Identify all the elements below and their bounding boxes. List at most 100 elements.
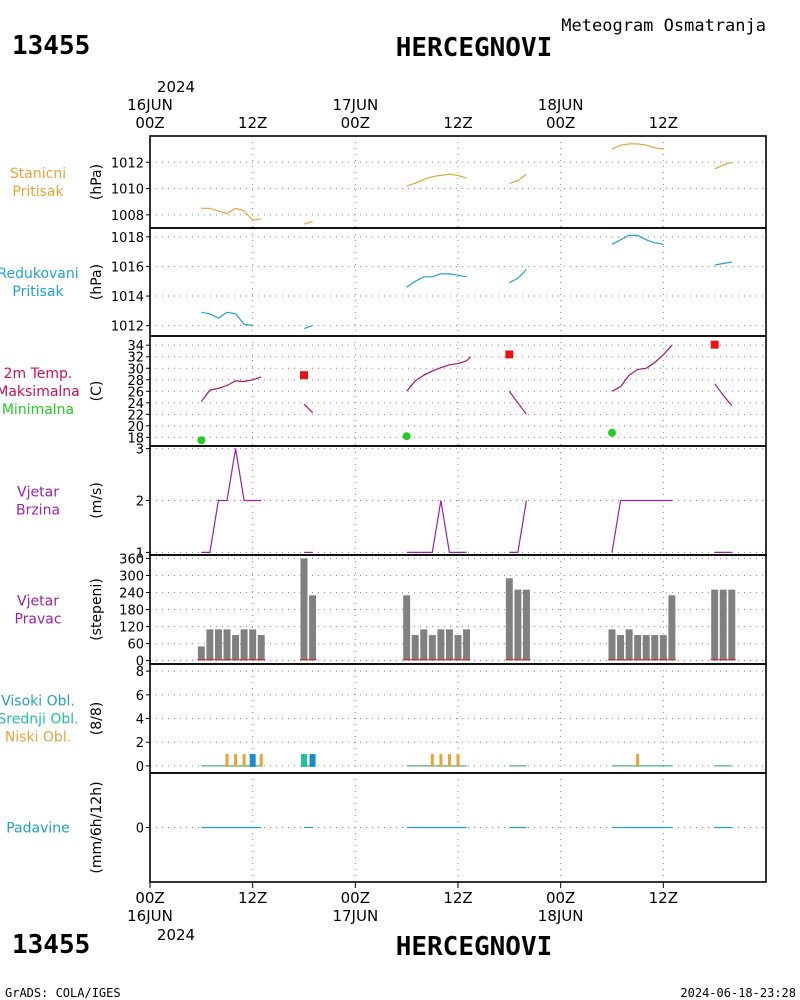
series-line	[508, 390, 527, 415]
wind-direction-bar	[454, 635, 462, 661]
station-id-top: 13455	[12, 31, 90, 61]
year-label-bottom: 2024	[157, 926, 195, 944]
y-tick-label: 1	[136, 546, 144, 561]
cloud-bar	[439, 754, 443, 767]
wind-direction-bar	[445, 629, 453, 661]
wind-direction-bar	[206, 629, 214, 661]
cloud-bar	[636, 754, 640, 767]
y-tick-label: 26	[127, 385, 144, 400]
series-line	[406, 356, 472, 392]
panel-label: Minimalna	[2, 402, 74, 418]
series-line	[611, 234, 664, 245]
wind-direction-bar	[642, 635, 650, 661]
y-tick-label: 2	[136, 736, 144, 751]
wind-direction-bar	[505, 578, 513, 661]
series-line	[509, 268, 527, 284]
year-label-top: 2024	[157, 78, 195, 96]
series-line	[201, 448, 262, 554]
y-tick-label: 3	[136, 443, 144, 458]
wind-direction-bar	[463, 629, 471, 661]
y-axis-label: (stepeni)	[89, 578, 105, 641]
wind-direction-bar	[711, 589, 719, 661]
y-tick-label: 34	[127, 339, 144, 354]
cloud-bar	[301, 754, 307, 767]
panel-label: Visoki Obl.	[1, 694, 75, 710]
y-tick-label: 24	[127, 397, 144, 412]
min-temp-marker	[197, 436, 206, 445]
panel-label: 2m Temp.	[4, 366, 73, 382]
y-tick-label: 6	[136, 689, 144, 704]
series-line	[611, 344, 673, 392]
time-date-label: 16JUN	[127, 907, 173, 925]
wind-direction-bar	[309, 595, 317, 661]
wind-direction-bar	[420, 629, 428, 661]
y-tick-label: 32	[127, 351, 144, 366]
wind-direction-bar	[240, 629, 248, 661]
wind-direction-bar	[522, 589, 530, 661]
cloud-bar	[234, 754, 238, 767]
series-line	[406, 173, 467, 187]
grads-credit: GrADS: COLA/IGES	[5, 986, 121, 1000]
cloud-bar	[430, 754, 434, 767]
panel-7: 0 (mm/6h/12h) Padavine	[6, 773, 766, 882]
series-line	[611, 499, 672, 553]
series-line	[611, 143, 664, 150]
wind-direction-bar	[514, 589, 522, 661]
wind-direction-bar	[728, 589, 736, 661]
y-tick-label: 1010	[111, 183, 144, 198]
series-line	[201, 311, 253, 327]
panel-label: Niski Obl.	[5, 730, 71, 746]
panel-label: Srednji Obl.	[0, 712, 79, 728]
cloud-bar	[309, 754, 316, 767]
max-temp-marker	[300, 371, 308, 380]
y-tick-label: 60	[127, 638, 144, 653]
panels: 100810101012(hPa)StanicniPritisak1012101…	[0, 135, 767, 883]
time-tick-label: 00Z	[341, 889, 370, 907]
y-tick-label: 180	[119, 604, 144, 619]
wind-direction-bar	[437, 629, 445, 661]
footer-timestamp: 2024-06-18-23:28	[680, 986, 796, 1000]
wind-direction-bar	[257, 635, 265, 661]
min-temp-marker	[608, 428, 616, 437]
time-tick-label: 12Z	[238, 114, 267, 132]
min-temp-marker	[402, 432, 411, 441]
wind-direction-bar	[659, 635, 667, 661]
y-tick-label: 120	[119, 621, 144, 636]
time-tick-label: 12Z	[238, 889, 267, 907]
wind-direction-bar	[223, 629, 231, 661]
panel-2: 1012 1014 1016 1018 (hPa) Redukovani Pritisak	[0, 228, 766, 336]
series-line	[303, 220, 313, 225]
y-tick-label: 0	[136, 822, 144, 837]
station-name-top: HERCEGNOVI	[396, 33, 553, 63]
series-line	[509, 173, 527, 184]
wind-direction-bar	[197, 646, 205, 661]
wind-direction-bar	[232, 635, 240, 661]
wind-direction-bar	[668, 595, 676, 661]
time-tick-label: 12Z	[649, 114, 678, 132]
time-date-label: 18JUN	[538, 96, 584, 114]
y-axis-label: (hPa)	[89, 264, 105, 300]
series-line	[509, 500, 527, 554]
wind-direction-bar	[214, 629, 222, 661]
time-tick-label: 00Z	[135, 889, 164, 907]
wind-direction-bar	[428, 635, 436, 661]
max-temp-marker	[710, 340, 719, 349]
series-line	[406, 273, 467, 288]
station-id-bottom: 13455	[12, 930, 90, 960]
y-tick-label: 2	[136, 495, 144, 510]
wind-direction-bar	[411, 635, 419, 661]
y-tick-label: 1018	[111, 231, 144, 246]
series-line	[714, 261, 732, 266]
panel-6: 0 2 4 6 8 (8/8) Visoki Obl. Srednji Obl. Niski O…	[0, 664, 766, 775]
panel-label: Pravac	[14, 612, 61, 628]
max-temp-marker	[505, 350, 514, 359]
time-tick-label: 00Z	[546, 889, 575, 907]
panel-label: Pritisak	[12, 284, 64, 300]
cloud-bar	[259, 754, 263, 767]
wind-direction-bar	[719, 589, 727, 661]
panel-4: 1 2 3 (m/s) Vjetar Brzina	[16, 443, 766, 561]
